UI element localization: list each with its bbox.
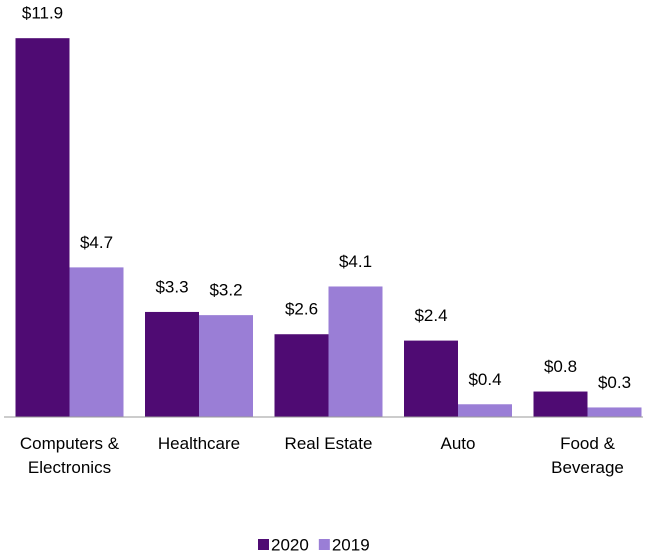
- bar: [69, 267, 124, 417]
- value-label: $0.3: [598, 373, 631, 392]
- legend-swatch: [318, 539, 330, 550]
- legend-label: 2019: [332, 535, 370, 554]
- legend-label: 2020: [271, 535, 309, 554]
- x-tick-label: Real Estate: [284, 434, 373, 453]
- value-label: $11.9: [22, 4, 63, 23]
- bar: [458, 404, 512, 417]
- value-label: $3.3: [155, 277, 188, 296]
- legend-swatch: [258, 539, 269, 550]
- bar: [145, 311, 199, 417]
- value-label: $4.1: [339, 252, 372, 271]
- value-label: $0.4: [468, 370, 501, 389]
- x-tick-label: Computers & Electronics: [19, 434, 120, 477]
- x-tick-label: Auto: [440, 434, 476, 453]
- bar: [533, 391, 588, 417]
- x-tick-label: Food & Beverage: [551, 434, 624, 477]
- bar: [404, 340, 458, 417]
- value-label: $4.7: [80, 233, 113, 252]
- bar: [587, 407, 642, 417]
- value-label: $3.2: [209, 281, 242, 300]
- value-label: $2.4: [414, 306, 447, 325]
- bar: [15, 38, 70, 417]
- bar: [328, 286, 383, 417]
- value-label: $0.8: [544, 357, 577, 376]
- value-label: $2.6: [285, 300, 318, 319]
- bar: [274, 334, 329, 417]
- x-tick-label: Healthcare: [157, 434, 241, 453]
- bar: [199, 315, 253, 417]
